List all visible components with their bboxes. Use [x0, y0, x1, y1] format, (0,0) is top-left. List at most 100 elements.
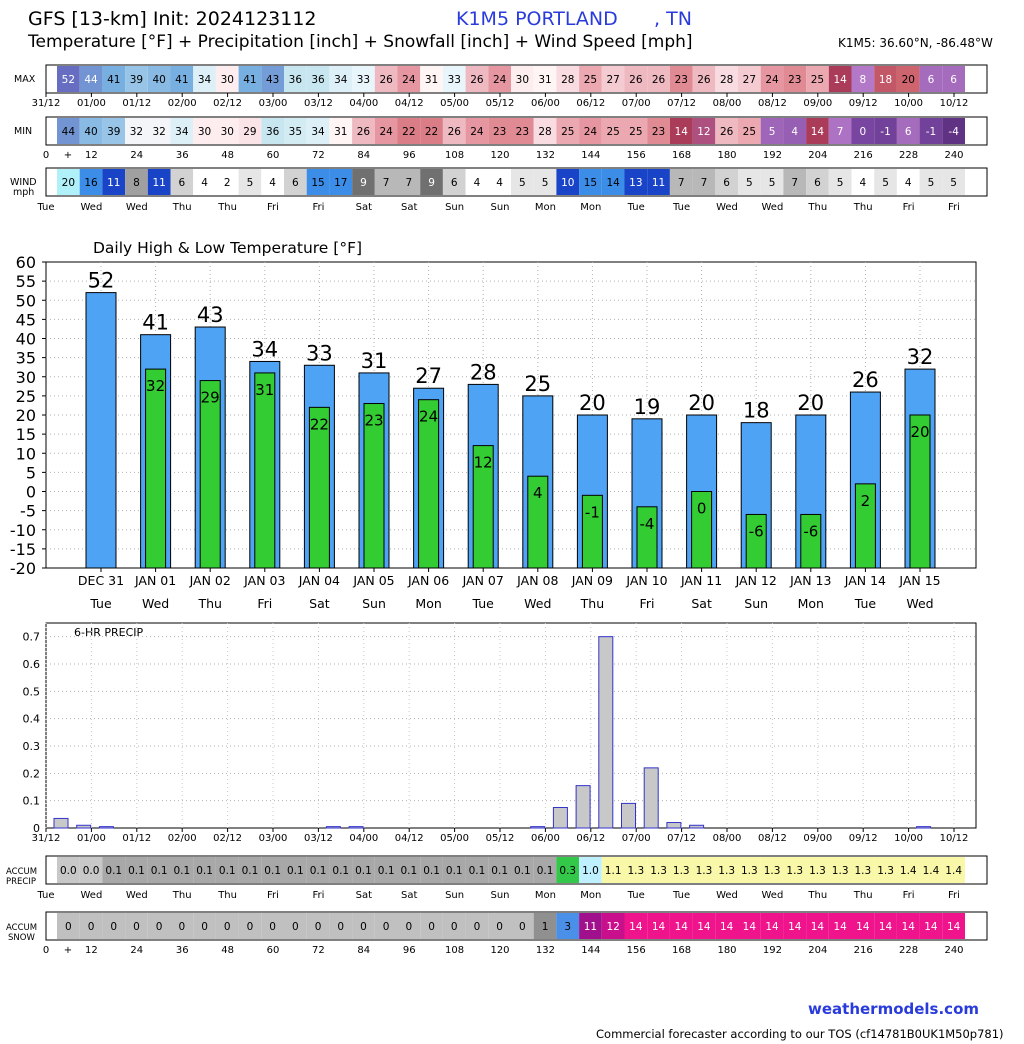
wind-strip-cell [193, 169, 216, 195]
temp-low-label: 0 [697, 500, 707, 518]
wind-strip-cell [329, 169, 353, 195]
min-strip-cell [261, 118, 284, 144]
time-label: 08/12 [758, 98, 787, 109]
snow-hour-label: 84 [357, 945, 370, 956]
precip-time-label: 02/00 [168, 833, 197, 844]
min-strip-value: 29 [243, 126, 256, 138]
accum-snow-strip-cell [147, 913, 171, 939]
max-strip-value: 40 [152, 74, 165, 86]
weekday-label: Tue [36, 202, 54, 213]
wind-strip-value: 6 [723, 177, 730, 189]
accum-precip-strip-cell [533, 857, 557, 883]
temp-weekday-label: Fri [257, 596, 272, 611]
wind-strip-value: 13 [629, 177, 642, 189]
min-strip-cell [533, 118, 557, 144]
temp-weekday-label: Tue [472, 596, 495, 611]
hour-label: 204 [808, 150, 827, 161]
max-strip-cell [919, 66, 943, 92]
temp-high-label: 33 [306, 341, 333, 365]
accum-snow-strip-value: 0 [428, 921, 435, 933]
temp-date-label: JAN 04 [298, 573, 340, 588]
min-strip-value: 14 [811, 126, 825, 138]
wind-strip-value: 5 [247, 177, 254, 189]
accum-snow-strip-cell [806, 913, 829, 939]
wind-strip-value: 5 [950, 177, 957, 189]
wind-strip-cell [692, 169, 716, 195]
wind-strip-cell [919, 169, 943, 195]
max-strip-cell [102, 66, 126, 92]
max-strip-cell [488, 66, 511, 92]
hour-label: 240 [944, 150, 963, 161]
footer-note: Commercial forecaster according to our T… [596, 1027, 1004, 1041]
wind-strip-cell [306, 169, 330, 195]
min-strip-cell [215, 118, 239, 144]
max-strip-cell [579, 66, 602, 92]
max-strip-value: 24 [765, 74, 779, 86]
temp-low-label: 32 [146, 377, 165, 395]
temp-high-label: 43 [197, 303, 224, 327]
wind-strip-cell [57, 169, 80, 195]
min-strip-cell [647, 118, 670, 144]
accum-precip-strip-cell [556, 857, 580, 883]
temp-y-tick: 20 [16, 406, 36, 425]
min-strip-cell [806, 118, 829, 144]
temp-chart-title: Daily High & Low Temperature [°F] [93, 239, 362, 257]
precip-weekday-label: Thu [217, 890, 237, 901]
accum-precip-strip-cell [942, 857, 965, 883]
precip-y-tick: 0.1 [23, 795, 41, 808]
precip-weekday-label: Tue [627, 890, 645, 901]
precip-y-tick: 0.3 [23, 740, 41, 753]
accum-precip-strip-cell [125, 857, 148, 883]
wind-strip-cell [238, 169, 262, 195]
wind-strip-value: 6 [451, 177, 458, 189]
temp-y-tick: 15 [16, 425, 36, 444]
precip-time-label: 10/00 [894, 833, 923, 844]
precip-weekday-label: Fri [903, 890, 915, 901]
accum-precip-strip-cell [738, 857, 761, 883]
accum-precip-strip-cell [669, 857, 693, 883]
accum-precip-strip-cell [374, 857, 398, 883]
accum-snow-strip-cell [306, 913, 330, 939]
hour-label: 84 [357, 150, 370, 161]
accum-precip-strip-value: 1.3 [741, 865, 758, 877]
max-strip-cell [215, 66, 239, 92]
snow-hour-label: 144 [581, 945, 600, 956]
max-strip-cell [329, 66, 353, 92]
snow-hour-label: 216 [854, 945, 873, 956]
temp-y-tick: 45 [16, 310, 36, 329]
accum-precip-strip-cell [442, 857, 466, 883]
temp-low-label: -6 [749, 522, 764, 540]
weekday-label: Sun [490, 202, 509, 213]
max-strip-cell [261, 66, 284, 92]
wind-strip-value: 14 [606, 177, 620, 189]
accum-snow-strip-cell [261, 913, 284, 939]
accum-precip-strip-value: 0.1 [196, 865, 213, 877]
min-strip-cell [556, 118, 580, 144]
precip-time-label: 08/00 [713, 833, 742, 844]
temp-weekday-label: Wed [142, 596, 169, 611]
wind-strip-cell [851, 169, 875, 195]
temp-date-label: JAN 06 [407, 573, 449, 588]
accum-precip-strip-cell [193, 857, 216, 883]
accum-precip-strip-cell [806, 857, 829, 883]
site-link[interactable]: weathermodels.com [808, 1000, 980, 1018]
temp-y-tick: -20 [10, 559, 36, 578]
max-strip-value: 26 [470, 74, 484, 86]
snow-hour-label: 72 [312, 945, 325, 956]
accum-precip-strip-cell [874, 857, 897, 883]
max-strip-cell [647, 66, 670, 92]
min-strip-cell [692, 118, 716, 144]
min-strip-value: 31 [334, 126, 347, 138]
precip-weekday-label: Tue [36, 890, 54, 901]
snow-hour-label: 0 [43, 945, 49, 956]
accum-snow-strip-value: 0 [156, 921, 163, 933]
min-strip-cell [942, 118, 965, 144]
wind-strip-value: 7 [383, 177, 390, 189]
min-strip-cell [79, 118, 103, 144]
accum-snow-strip-cell [556, 913, 580, 939]
accum-precip-strip-cell [397, 857, 421, 883]
accum-snow-strip-cell [511, 913, 534, 939]
accum-precip-strip-value: 0.1 [173, 865, 190, 877]
precip-weekday-label: Sun [490, 890, 509, 901]
accum-snow-strip-value: 14 [879, 921, 893, 933]
